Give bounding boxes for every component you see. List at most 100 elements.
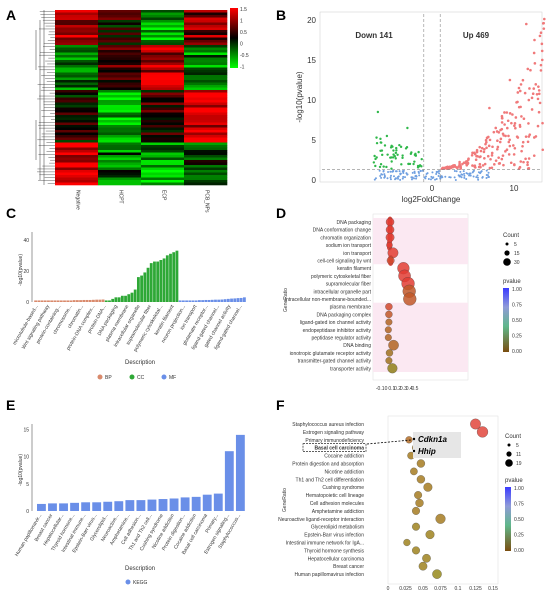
volcano-point-up <box>508 138 511 142</box>
volcano-point-down <box>374 164 377 168</box>
heatmap-cell <box>98 57 142 61</box>
go-dot-point <box>385 357 393 365</box>
heatmap-cell <box>184 122 228 126</box>
gene-callout-box <box>413 432 461 458</box>
heatmap-cell <box>184 87 228 91</box>
go-bar-legend-label: CC <box>137 375 145 381</box>
heatmap-cell <box>184 180 228 183</box>
go-bar-cc <box>175 250 179 302</box>
heatmap-cell <box>55 132 99 136</box>
heatmap-cell <box>184 62 228 66</box>
volcano-point-up <box>497 162 501 165</box>
volcano-point-ns <box>394 170 397 173</box>
volcano-point-up <box>526 167 530 170</box>
volcano-point-up <box>512 144 515 147</box>
heatmap-cell <box>98 52 142 56</box>
heatmap-cell <box>184 145 228 148</box>
go-bar-bp <box>79 300 82 302</box>
heatmap-cell <box>184 80 228 83</box>
kegg-bar <box>37 503 46 511</box>
volcano-point-ns <box>421 169 424 172</box>
heatmap-column-label: Negative <box>75 190 81 210</box>
heatmap-cell <box>98 130 142 133</box>
volcano-point-down <box>390 160 393 163</box>
go-dot-term-label: cell-cell signaling by wnt <box>317 259 371 265</box>
kegg-dot-count-swatch <box>506 451 512 457</box>
volcano-axis-ticks: 0 5 10 15 20 0 10 <box>307 16 519 193</box>
heatmap-cell <box>141 120 185 123</box>
heatmap-cell <box>184 72 228 76</box>
volcano-point-up <box>493 163 496 166</box>
heatmap-scale-tick: -1 <box>240 65 245 71</box>
volcano-point-up <box>542 27 546 30</box>
heatmap-cell <box>141 155 185 158</box>
kegg-bar-legend-label: KEGG <box>133 580 148 586</box>
go-bar-bp <box>50 300 54 302</box>
heatmap-cell <box>184 27 228 31</box>
kegg-bars <box>37 434 245 511</box>
heatmap-cell <box>141 15 185 18</box>
volcano-point-ns <box>401 177 404 180</box>
volcano-point-up <box>527 135 531 138</box>
panel-label-e: E <box>6 397 15 413</box>
volcano-point-up <box>516 136 520 139</box>
kegg-bar-panel: 0 5 10 15 Human papillomavir...Breast cance… <box>14 424 245 586</box>
go-dot-point <box>403 292 417 306</box>
kegg-bar <box>158 499 168 511</box>
volcano-point-up <box>489 157 492 161</box>
volcano-point-up <box>507 140 511 144</box>
heatmap-cell <box>184 70 228 73</box>
go-bar-cc <box>165 255 169 302</box>
heatmap-color-scale <box>230 8 238 68</box>
volcano-point-up <box>459 167 462 170</box>
volcano-point-ns <box>373 178 376 181</box>
go-dot-term-label: DNA packaging complex <box>317 312 372 318</box>
go-bar-bp <box>85 299 89 302</box>
heatmap-cell <box>184 130 228 133</box>
volcano-point-up <box>526 140 530 144</box>
heatmap-cell <box>184 15 228 18</box>
go-bar-legend-label: MF <box>169 375 176 381</box>
heatmap-cell <box>98 85 142 88</box>
volcano-y-tick: 0 <box>312 176 317 185</box>
volcano-point-up <box>539 63 543 67</box>
volcano-point-down <box>400 163 403 166</box>
heatmap-cell <box>55 65 99 68</box>
heatmap-cell <box>184 152 228 156</box>
heatmap-cell <box>184 57 228 61</box>
heatmap-cell <box>55 45 99 48</box>
heatmap-cell <box>98 102 142 106</box>
heatmap-cell <box>55 172 99 176</box>
volcano-point-down <box>379 137 382 141</box>
heatmap-cell <box>184 77 228 81</box>
heatmap-scale-ticks: 1.5 1 0.5 0 -0.5 -1 <box>240 7 249 71</box>
volcano-point-up <box>527 122 530 125</box>
go-dot-term-label: ligand-gated ion channel activity <box>300 320 372 326</box>
heatmap-cell <box>141 25 185 28</box>
volcano-point-ns <box>468 172 471 175</box>
heatmap-cell <box>55 97 99 101</box>
go-bar-mf <box>226 298 230 302</box>
heatmap-scale-tick: -0.5 <box>240 53 249 59</box>
heatmap-cell <box>184 147 228 151</box>
heatmap-cell <box>184 157 228 161</box>
heatmap-cell <box>184 100 228 103</box>
heatmap-cell <box>55 70 99 73</box>
kegg-dot-point <box>403 538 411 547</box>
go-dot-count-legend: 5 15 30 <box>503 242 520 266</box>
kegg-dot-point <box>423 482 433 492</box>
heatmap-cell <box>184 52 228 56</box>
volcano-point-up <box>497 156 500 159</box>
go-dot-x-tick: 0.1 <box>388 386 395 392</box>
volcano-point-up <box>464 160 468 163</box>
volcano-point-up <box>514 126 517 130</box>
heatmap-cell <box>141 62 185 66</box>
volcano-point-down <box>383 144 387 147</box>
heatmap-cell <box>98 67 142 71</box>
go-bar-bp <box>88 299 92 302</box>
heatmap-cell <box>55 40 99 43</box>
volcano-point-up <box>494 126 498 130</box>
go-dot-x-tick: -0.1 <box>376 386 385 392</box>
heatmap-cell <box>98 72 142 76</box>
go-bar-mf <box>178 300 182 302</box>
